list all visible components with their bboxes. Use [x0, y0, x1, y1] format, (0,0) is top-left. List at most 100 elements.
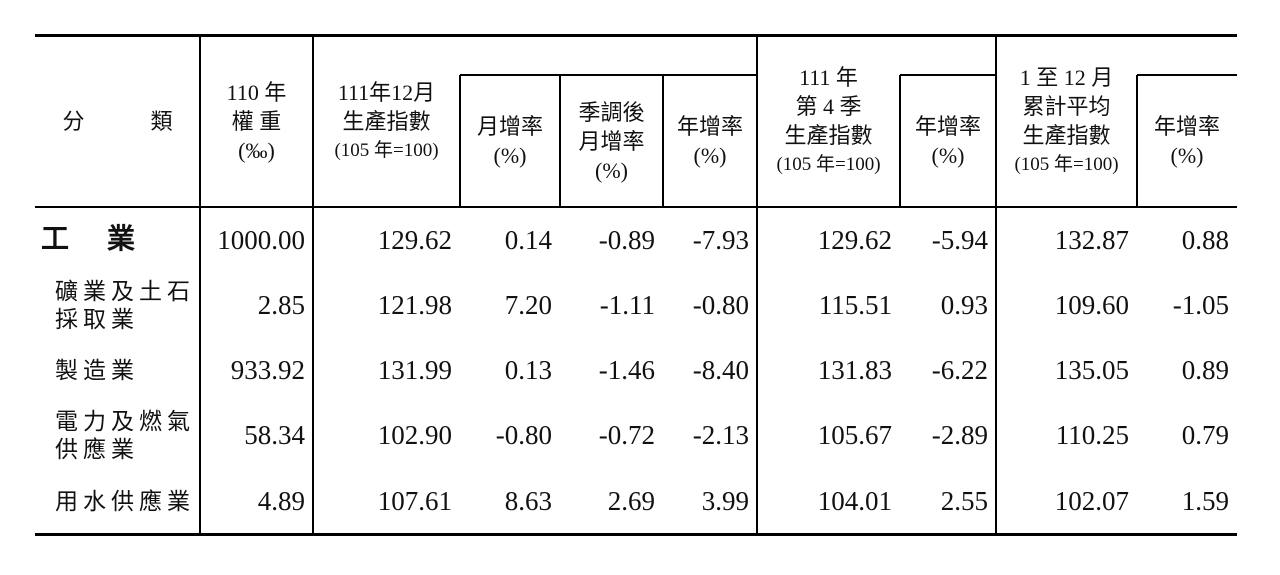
sub-column-rule	[559, 75, 561, 207]
value-cell: 2.69	[607, 486, 655, 516]
label-text: 採取業	[55, 306, 139, 332]
row-label: 工 業	[35, 207, 200, 273]
header-text: (%)	[595, 157, 628, 183]
value-cell: 129.62	[817, 224, 892, 255]
value-cell: 4.89	[257, 486, 305, 516]
value-cell: 121.98	[377, 290, 452, 320]
header-cell: 111年12月 生產指數 (105 年=100)	[313, 35, 460, 207]
header-text: 季調後	[578, 99, 645, 125]
value-cell: 0.14	[504, 224, 552, 255]
row-label: 用水供應業	[35, 468, 200, 535]
header-cell: 年增率 (%)	[1137, 75, 1237, 207]
value-cell: 132.87	[1054, 224, 1129, 255]
header-text: (%)	[493, 143, 527, 168]
label-text: 用水供應業	[55, 488, 195, 514]
header-cell: 年增率 (%)	[663, 75, 757, 207]
sub-column-rule	[459, 75, 461, 207]
value-cell: 0.79	[1181, 420, 1229, 450]
value-cell: -5.94	[931, 224, 988, 255]
row-label: 製造業	[35, 338, 200, 403]
column-rule	[756, 35, 758, 535]
value-cell: 102.07	[1054, 486, 1129, 516]
value-cell: 0.89	[1181, 355, 1229, 385]
value-cell: 0.13	[504, 355, 552, 385]
value-cell: -1.05	[1172, 290, 1229, 320]
value-cell: -0.80	[495, 420, 552, 450]
header-cell: 111 年第 4 季生產指數 (105 年=100)	[757, 35, 900, 207]
value-cell: -0.89	[598, 224, 655, 255]
value-cell: 3.99	[701, 486, 749, 516]
value-cell: 2.85	[257, 290, 305, 320]
sub-column-rule	[662, 75, 664, 207]
label-text: 電力及燃氣	[55, 408, 195, 434]
sub-rule	[460, 74, 757, 76]
value-cell: -1.46	[598, 355, 655, 385]
value-cell: 58.34	[244, 420, 305, 450]
value-cell: -1.11	[599, 290, 655, 320]
value-cell: 7.20	[504, 290, 552, 320]
value-cell: -0.72	[598, 420, 655, 450]
sub-column-rule	[899, 75, 901, 207]
value-cell: 933.92	[230, 355, 305, 385]
header-text: (105 年=100)	[776, 154, 881, 175]
value-cell: 0.93	[940, 290, 988, 320]
header-cell: 年增率 (%)	[900, 75, 996, 207]
header-rule	[35, 206, 1237, 208]
header-text: (105 年=100)	[334, 139, 439, 161]
value-cell: -2.13	[692, 420, 749, 450]
value-cell: -8.40	[692, 355, 749, 385]
header-text: 年增率	[1153, 114, 1220, 139]
header-text: (%)	[1170, 143, 1204, 168]
header-text: 年增率	[676, 114, 743, 139]
header-text: (%)	[931, 143, 965, 168]
value-cell: 115.51	[818, 290, 892, 320]
value-cell: 110.25	[1055, 420, 1129, 450]
value-cell: 129.62	[377, 224, 452, 255]
column-rule	[995, 35, 997, 535]
header-text: 年增率	[914, 114, 981, 139]
column-rule	[199, 35, 201, 535]
header-cell: 分 類	[35, 35, 200, 207]
header-text: 權 重	[231, 108, 282, 134]
header-text: 生產指數	[784, 123, 873, 148]
label-text: 工 業	[41, 224, 141, 255]
value-cell: 131.99	[377, 355, 452, 385]
header-cell: 季調後 月增率 (%)	[560, 75, 663, 207]
value-cell: 2.55	[940, 486, 988, 516]
value-cell: 131.83	[817, 355, 892, 385]
column-rule	[312, 35, 314, 535]
value-cell: 105.67	[817, 420, 892, 450]
value-cell: 1.59	[1181, 486, 1229, 516]
header-cell: 1 至 12 月累計平均 生產指數 (105 年=100)	[996, 35, 1137, 207]
value-cell: 1000.00	[217, 224, 305, 255]
value-cell: 109.60	[1054, 290, 1129, 320]
header-text: 1 至 12 月	[1019, 65, 1114, 90]
header-text: 分 類	[62, 108, 173, 134]
label-text: 製造業	[55, 357, 139, 383]
sub-column-rule	[1136, 75, 1138, 207]
sub-rule	[1137, 74, 1237, 76]
header-text: (%)	[693, 143, 727, 168]
row-label: 礦業及土石 採取業	[35, 273, 200, 338]
value-cell: 107.61	[377, 486, 452, 516]
bottom-rule	[35, 533, 1237, 536]
header-text: 110 年	[226, 79, 287, 105]
value-cell: -6.22	[931, 355, 988, 385]
value-cell: 104.01	[817, 486, 892, 516]
value-cell: -0.80	[692, 290, 749, 320]
header-text: 累計平均	[1022, 94, 1111, 119]
value-cell: -7.93	[692, 224, 749, 255]
header-cell: 月增率 (%)	[460, 75, 560, 207]
value-cell: -2.89	[931, 420, 988, 450]
value-cell: 8.63	[504, 486, 552, 516]
header-text: 111年12月	[337, 79, 436, 105]
value-cell: 102.90	[377, 420, 452, 450]
label-text: 供應業	[55, 436, 139, 462]
header-cell: 110 年權 重 (‰)	[200, 35, 313, 207]
row-label: 電力及燃氣 供應業	[35, 403, 200, 468]
value-cell: 0.88	[1181, 224, 1229, 255]
header-text: 生產指數	[342, 108, 431, 134]
value-cell: 135.05	[1054, 355, 1129, 385]
header-text: 生產指數	[1022, 123, 1111, 148]
